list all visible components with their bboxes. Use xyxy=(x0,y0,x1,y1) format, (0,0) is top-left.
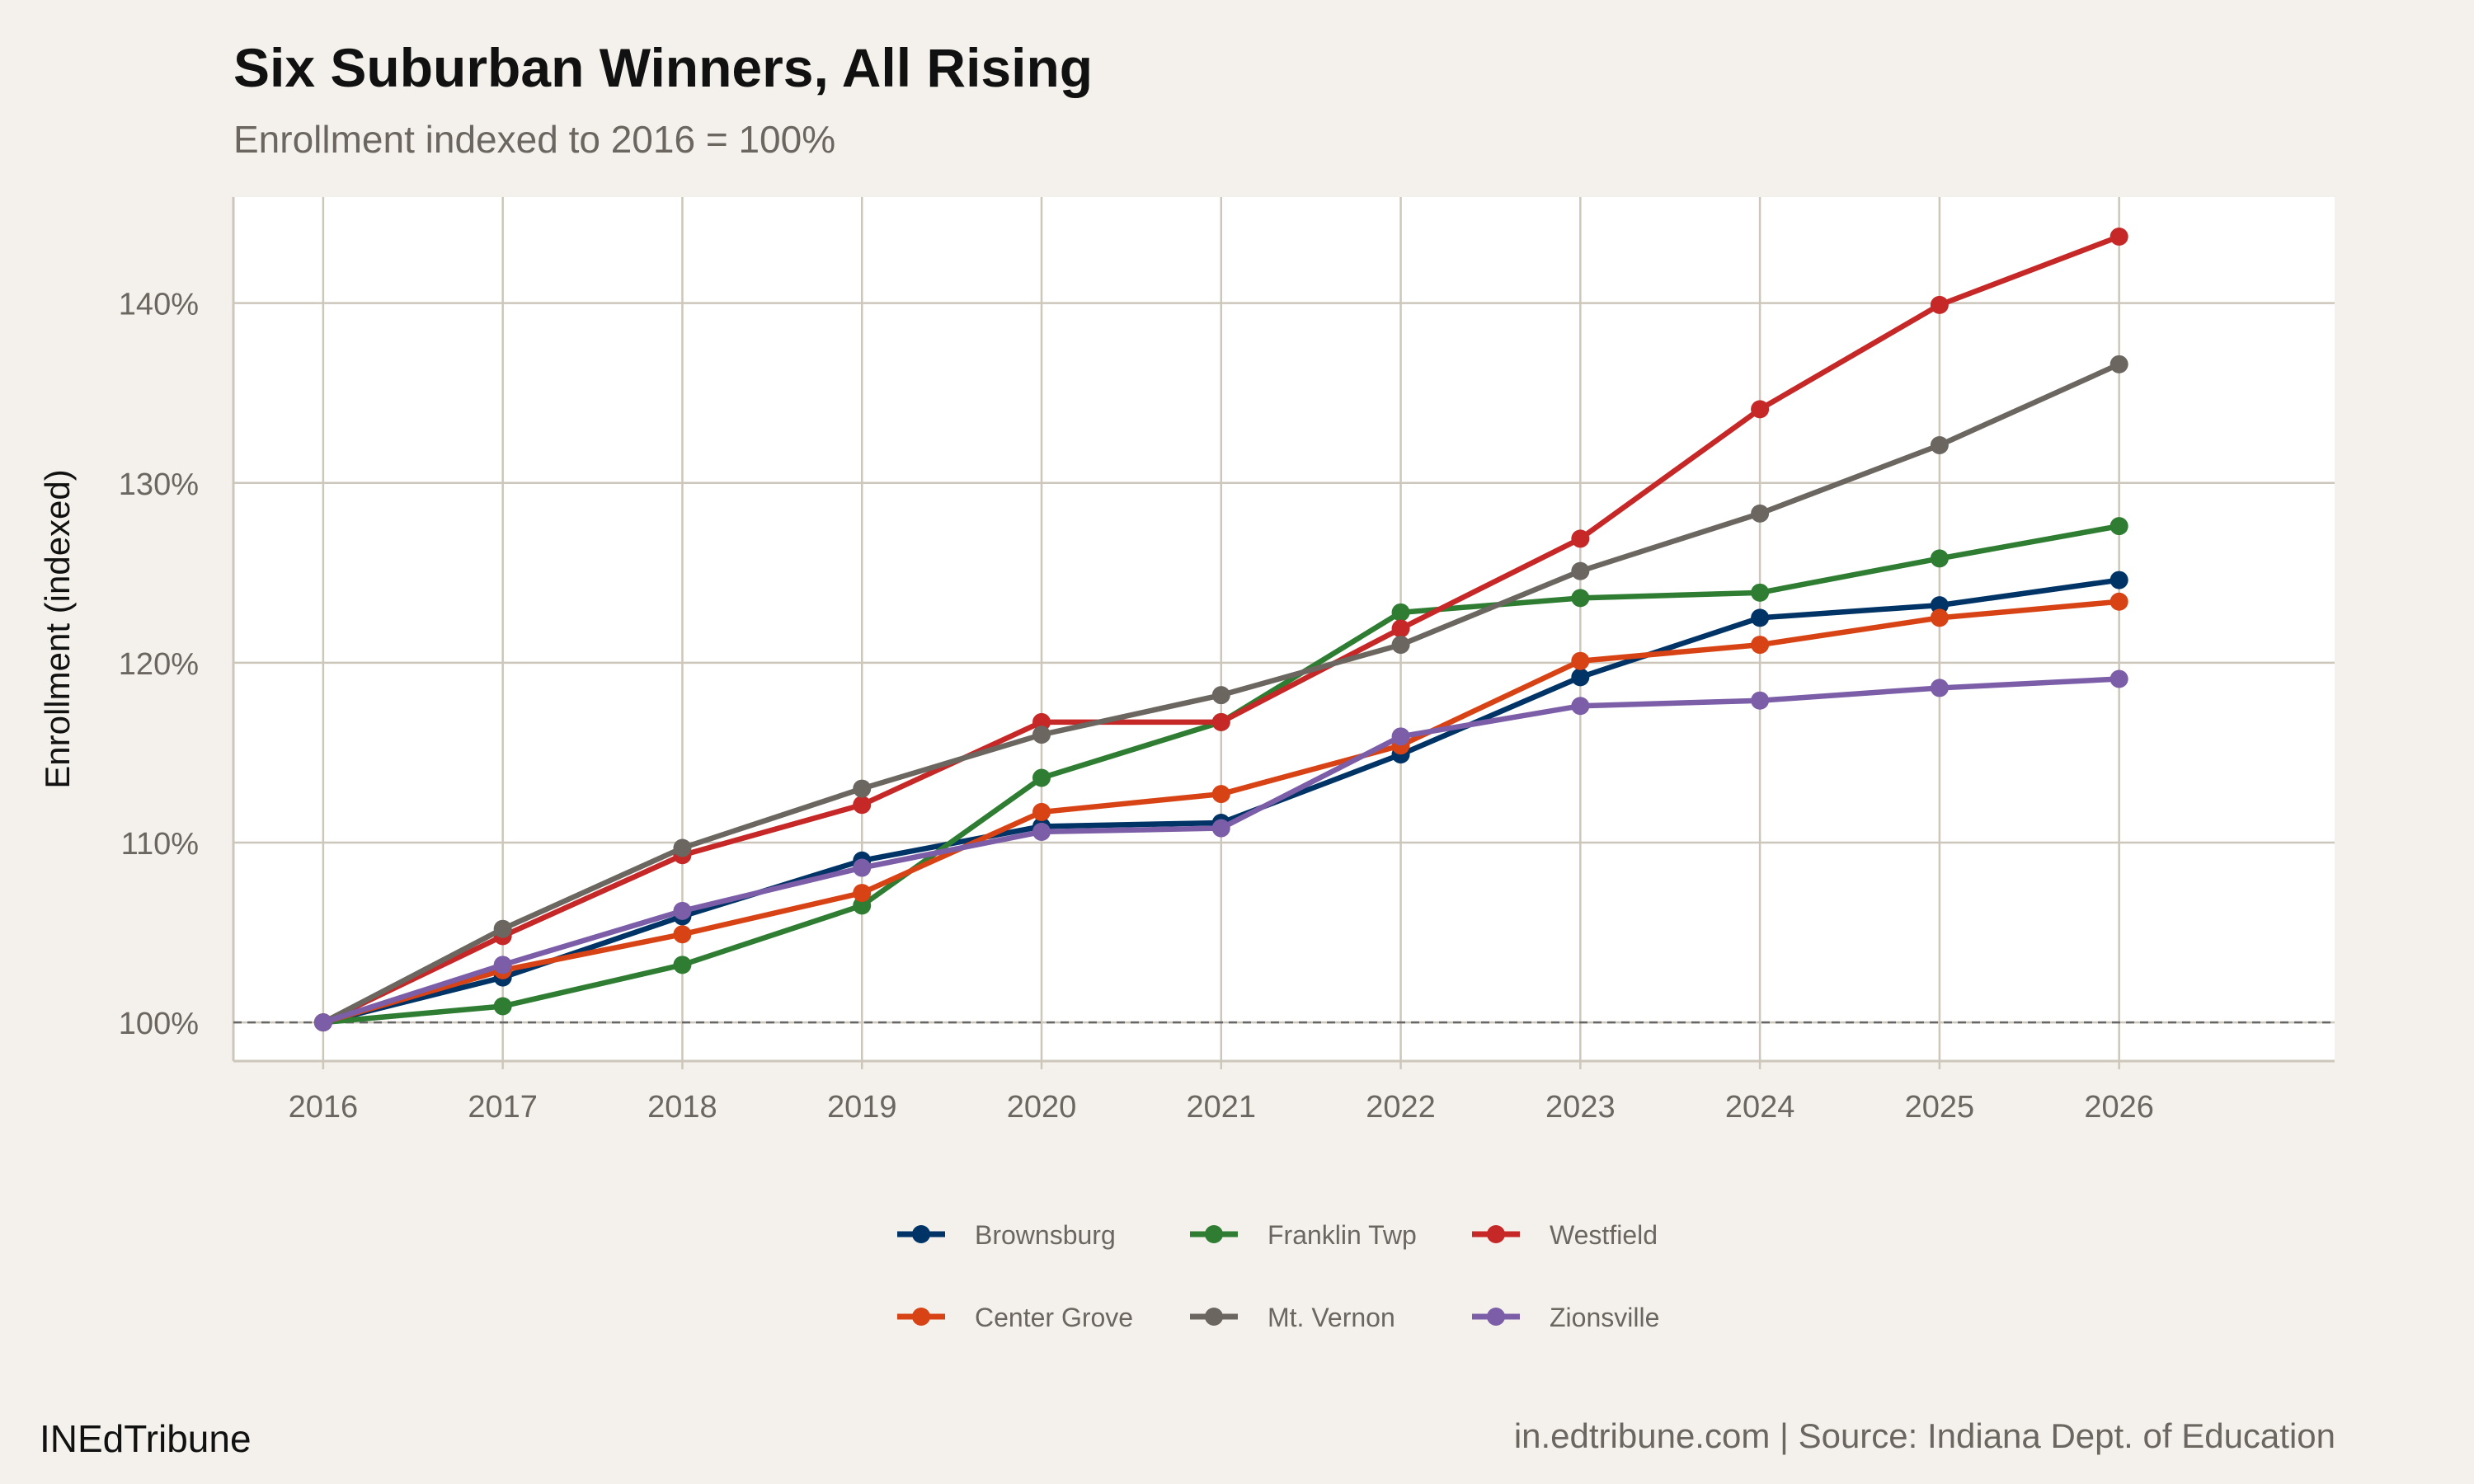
legend-key-marker xyxy=(1487,1308,1505,1326)
data-point xyxy=(493,919,512,938)
data-point xyxy=(1571,697,1590,716)
data-point xyxy=(493,956,512,974)
data-point xyxy=(1391,636,1410,655)
legend-label: Mt. Vernon xyxy=(1268,1303,1395,1332)
legend-label: Westfield xyxy=(1550,1220,1658,1250)
data-point xyxy=(1930,295,1949,314)
data-point xyxy=(2109,517,2128,536)
data-point xyxy=(1571,651,1590,670)
x-tick-label: 2025 xyxy=(1905,1090,1975,1125)
data-point xyxy=(1211,785,1230,804)
data-point xyxy=(1751,583,1770,602)
legend-label: Center Grove xyxy=(975,1303,1133,1332)
data-point xyxy=(1930,435,1949,454)
chart-subtitle: Enrollment indexed to 2016 = 100% xyxy=(233,118,836,161)
data-point xyxy=(1751,400,1770,419)
legend-key-marker xyxy=(1205,1308,1223,1326)
data-point xyxy=(1930,549,1949,568)
legend-key-marker xyxy=(912,1308,930,1326)
data-point xyxy=(853,896,872,915)
data-point xyxy=(313,1013,332,1032)
data-point xyxy=(1391,603,1410,622)
legend-label: Franklin Twp xyxy=(1268,1220,1417,1250)
data-point xyxy=(2109,592,2128,611)
y-axis-label: Enrollment (indexed) xyxy=(38,469,77,789)
legend-label: Brownsburg xyxy=(975,1220,1116,1250)
data-point xyxy=(2109,669,2128,688)
x-tick-label: 2024 xyxy=(1725,1090,1795,1125)
data-point xyxy=(673,925,692,944)
data-point xyxy=(1032,712,1051,731)
data-point xyxy=(493,997,512,1016)
data-point xyxy=(1211,819,1230,838)
x-tick-label: 2017 xyxy=(468,1090,538,1125)
x-tick-label: 2020 xyxy=(1007,1090,1077,1125)
data-point xyxy=(1391,727,1410,746)
x-tick-label: 2019 xyxy=(827,1090,897,1125)
y-tick-label: 110% xyxy=(121,827,199,862)
data-point xyxy=(673,956,692,974)
x-tick-label: 2021 xyxy=(1187,1090,1257,1125)
brand-label: INEdTribune xyxy=(40,1417,252,1460)
chart-title: Six Suburban Winners, All Rising xyxy=(233,37,1094,98)
data-point xyxy=(1571,529,1590,548)
data-point xyxy=(853,779,872,798)
x-tick-label: 2016 xyxy=(289,1090,359,1125)
data-point xyxy=(853,884,872,903)
data-point xyxy=(1571,668,1590,687)
data-point xyxy=(1211,712,1230,731)
data-point xyxy=(1930,596,1949,615)
data-point xyxy=(1751,636,1770,655)
data-point xyxy=(1751,504,1770,523)
data-point xyxy=(1032,768,1051,787)
legend-key-marker xyxy=(912,1225,930,1243)
data-point xyxy=(853,796,872,815)
y-tick-label: 130% xyxy=(119,467,199,502)
data-point xyxy=(853,858,872,877)
data-point xyxy=(1032,822,1051,841)
data-point xyxy=(1930,608,1949,627)
data-point xyxy=(2109,227,2128,246)
data-point xyxy=(1930,679,1949,697)
x-tick-label: 2023 xyxy=(1545,1090,1616,1125)
data-point xyxy=(1211,686,1230,705)
data-point xyxy=(2109,355,2128,373)
source-label: in.edtribune.com | Source: Indiana Dept.… xyxy=(1513,1416,2335,1455)
x-tick-label: 2018 xyxy=(647,1090,717,1125)
data-point xyxy=(1751,691,1770,710)
data-point xyxy=(1032,802,1051,821)
legend-label: Zionsville xyxy=(1550,1303,1659,1332)
data-point xyxy=(673,901,692,920)
y-tick-label: 100% xyxy=(119,1007,199,1041)
legend-key-marker xyxy=(1487,1225,1505,1243)
plot-panel xyxy=(233,197,2335,1061)
data-point xyxy=(2109,571,2128,589)
data-point xyxy=(1571,589,1590,608)
data-point xyxy=(1751,608,1770,627)
data-point xyxy=(1571,561,1590,580)
data-point xyxy=(1032,726,1051,744)
y-tick-label: 140% xyxy=(119,288,199,322)
y-tick-label: 120% xyxy=(119,647,199,682)
data-point xyxy=(1391,619,1410,638)
data-point xyxy=(673,838,692,857)
x-tick-label: 2022 xyxy=(1366,1090,1436,1125)
x-tick-label: 2026 xyxy=(2084,1090,2154,1125)
legend-key-marker xyxy=(1205,1225,1223,1243)
